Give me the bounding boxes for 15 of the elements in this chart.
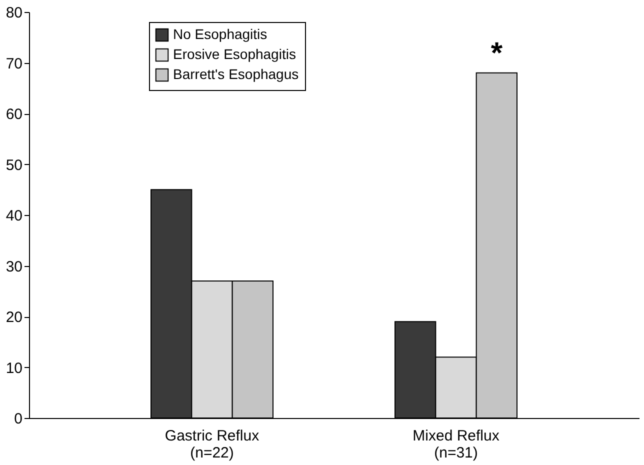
y-tick-label: 30 <box>6 258 22 276</box>
legend-label: Barrett's Esophagus <box>173 66 299 82</box>
y-tick-label: 0 <box>14 410 22 428</box>
y-tick-label: 20 <box>6 309 22 326</box>
legend-label: No Esophagitis <box>173 26 268 42</box>
x-tick-label: Mixed Reflux (n=31) <box>412 428 500 462</box>
y-tick-label: 80 <box>6 4 22 22</box>
y-tick-label: 60 <box>6 106 22 123</box>
legend-label: Erosive Esophagitis <box>173 46 296 62</box>
y-tick-label: 70 <box>6 55 22 72</box>
y-tick-label: 40 <box>6 208 22 224</box>
y-tick-label: 50 <box>6 156 22 174</box>
x-tick-label: Gastric Reflux (n=22) <box>164 428 260 462</box>
y-tick-label: 10 <box>6 360 22 377</box>
annotation: * <box>490 36 503 70</box>
